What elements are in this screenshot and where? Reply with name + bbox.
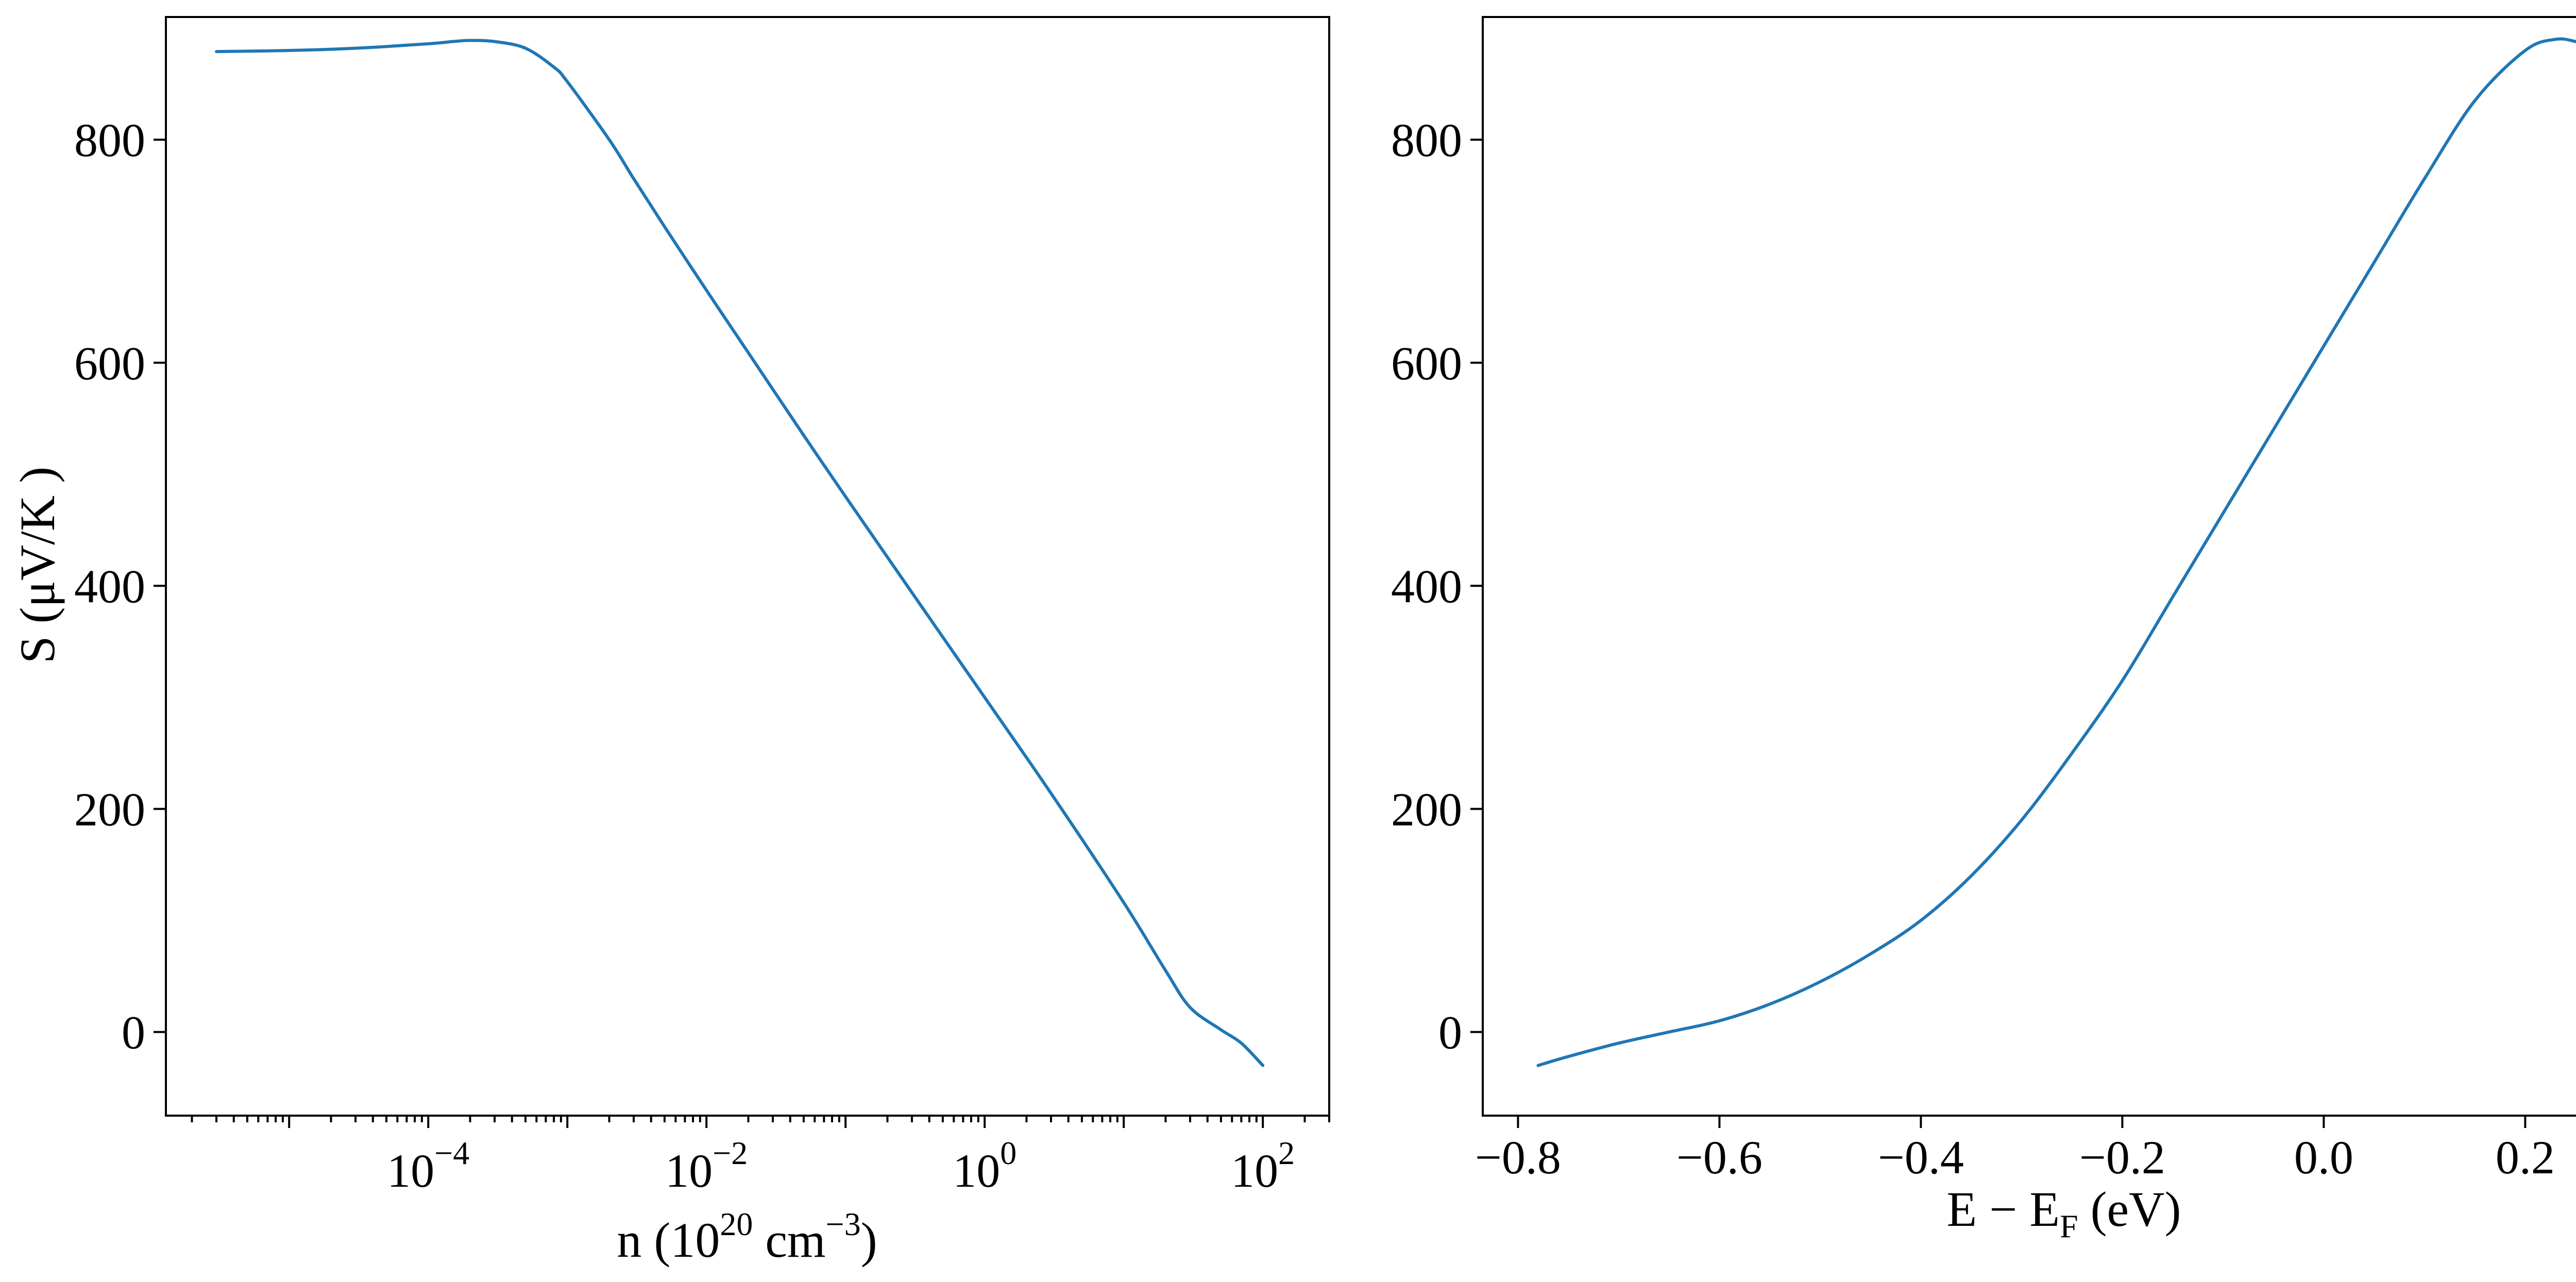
x-tick-label: 10−4	[387, 1135, 469, 1197]
y-tick-label: 0	[122, 1006, 145, 1059]
x-tick-label: 102	[1231, 1135, 1295, 1197]
x-tick-label: 0.2	[2496, 1131, 2555, 1184]
right-plot-frame	[1482, 16, 2576, 1117]
left-x-axis-label: n (1020 cm−3)	[617, 1206, 877, 1268]
y-tick-label: 800	[1391, 114, 1462, 166]
left-y-axis-label: S (μV/K )	[10, 467, 65, 663]
y-tick-label: 200	[74, 783, 145, 835]
y-tick-label: 400	[1391, 560, 1462, 612]
left-plot-frame	[165, 16, 1330, 1117]
right-chart-panel: 0 200 400 600 800 −0.8 −0.6 −0.4 −0.2 0.0 0.2 E −…	[1391, 16, 2576, 1244]
y-tick-label: 800	[74, 114, 145, 166]
x-tick-label: 10−2	[665, 1135, 748, 1197]
y-tick-label: 200	[1391, 783, 1462, 835]
y-tick-label: 0	[1438, 1006, 1462, 1059]
left-y-axis: 0 200 400 600 800	[74, 114, 166, 1059]
y-tick-label: 600	[1391, 337, 1462, 389]
right-y-axis: 0 200 400 600 800	[1391, 114, 1483, 1059]
y-tick-label: 600	[74, 337, 145, 389]
left-seebeck-vs-carrier-line	[215, 39, 1265, 1067]
right-x-axis: −0.8 −0.6 −0.4 −0.2 0.0 0.2	[1475, 1116, 2555, 1184]
y-tick-label: 400	[74, 560, 145, 612]
left-chart-panel: 0 200 400 600 800 10−4 10−2 100 102 n (1020 cm−…	[10, 16, 1330, 1268]
x-tick-label: 100	[953, 1135, 1016, 1197]
right-x-axis-label: E − EF (eV)	[1947, 1182, 2181, 1244]
x-tick-label: −0.6	[1676, 1131, 1762, 1184]
x-tick-label: −0.4	[1878, 1131, 1964, 1184]
x-tick-label: −0.2	[2079, 1131, 2165, 1184]
x-tick-label: −0.8	[1475, 1131, 1561, 1184]
left-x-axis: 10−4 10−2 100 102	[191, 1116, 1330, 1197]
x-tick-label: 0.0	[2294, 1131, 2353, 1184]
right-seebeck-vs-energy-line	[1536, 37, 2576, 1067]
